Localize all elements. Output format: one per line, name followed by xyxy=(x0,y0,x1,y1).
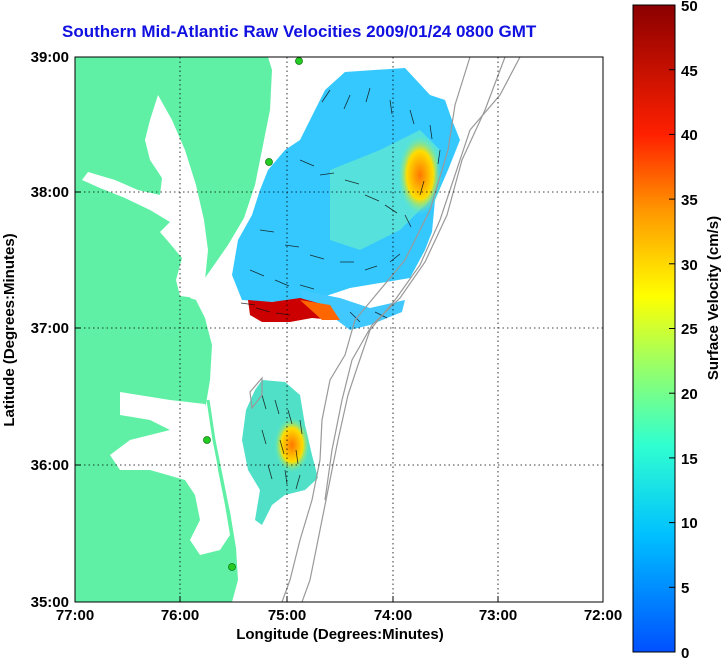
x-axis-label: Longitude (Degrees:Minutes) xyxy=(236,626,444,643)
radar-station xyxy=(265,158,273,166)
map-title: Southern Mid-Atlantic Raw Velocities 200… xyxy=(62,22,537,41)
high-velocity-patch-south xyxy=(274,417,310,473)
colorbar-tick-label: 25 xyxy=(681,321,698,338)
x-tick-label: 72:00 xyxy=(584,607,622,624)
velocity-vectors xyxy=(240,87,441,490)
colorbar-tick-label: 20 xyxy=(681,386,698,403)
outer-banks xyxy=(206,399,238,576)
colorbar-tick-label: 15 xyxy=(681,451,698,468)
colorbar-label: Surface Velocity (cm/s) xyxy=(705,216,722,380)
delmarva-peninsula xyxy=(205,110,262,268)
colorbar-tick-label: 45 xyxy=(681,63,698,80)
radar-station xyxy=(295,57,303,65)
pamlico-sound xyxy=(110,392,230,555)
colorbar-tick-label: 30 xyxy=(681,257,698,274)
colorbar-tick-label: 10 xyxy=(681,515,698,532)
radar-station xyxy=(228,563,236,571)
colorbar-ticks xyxy=(669,4,675,653)
plot-frame xyxy=(74,56,604,603)
grid-lines xyxy=(75,57,603,602)
colorbar-tick-label: 5 xyxy=(681,580,689,597)
y-tick-label: 39:00 xyxy=(31,49,69,66)
x-tick-label: 73:00 xyxy=(479,607,517,624)
high-velocity-patch-ne xyxy=(398,135,442,215)
bathymetry-contours xyxy=(249,57,521,602)
colorbar-tick-label: 50 xyxy=(681,0,698,15)
radar-station xyxy=(203,436,211,444)
colorbar-tick-label: 40 xyxy=(681,127,698,144)
colorbar-tick-label: 35 xyxy=(681,192,698,209)
colorbar xyxy=(632,4,676,653)
y-tick-label: 35:00 xyxy=(31,594,69,611)
y-axis-label: Latitude (Degrees:Minutes) xyxy=(1,233,18,426)
y-tick-label: 37:00 xyxy=(31,320,69,337)
x-tick-label: 75:00 xyxy=(268,607,306,624)
y-tick-label: 36:00 xyxy=(31,457,69,474)
radar-stations xyxy=(203,57,303,571)
chesapeake-bay xyxy=(82,95,208,298)
x-tick-label: 74:00 xyxy=(374,607,412,624)
x-tick-label: 76:00 xyxy=(161,607,199,624)
x-tick-label: 77:00 xyxy=(56,607,94,624)
colorbar-tick-label: 0 xyxy=(681,645,689,659)
y-tick-label: 38:00 xyxy=(31,184,69,201)
